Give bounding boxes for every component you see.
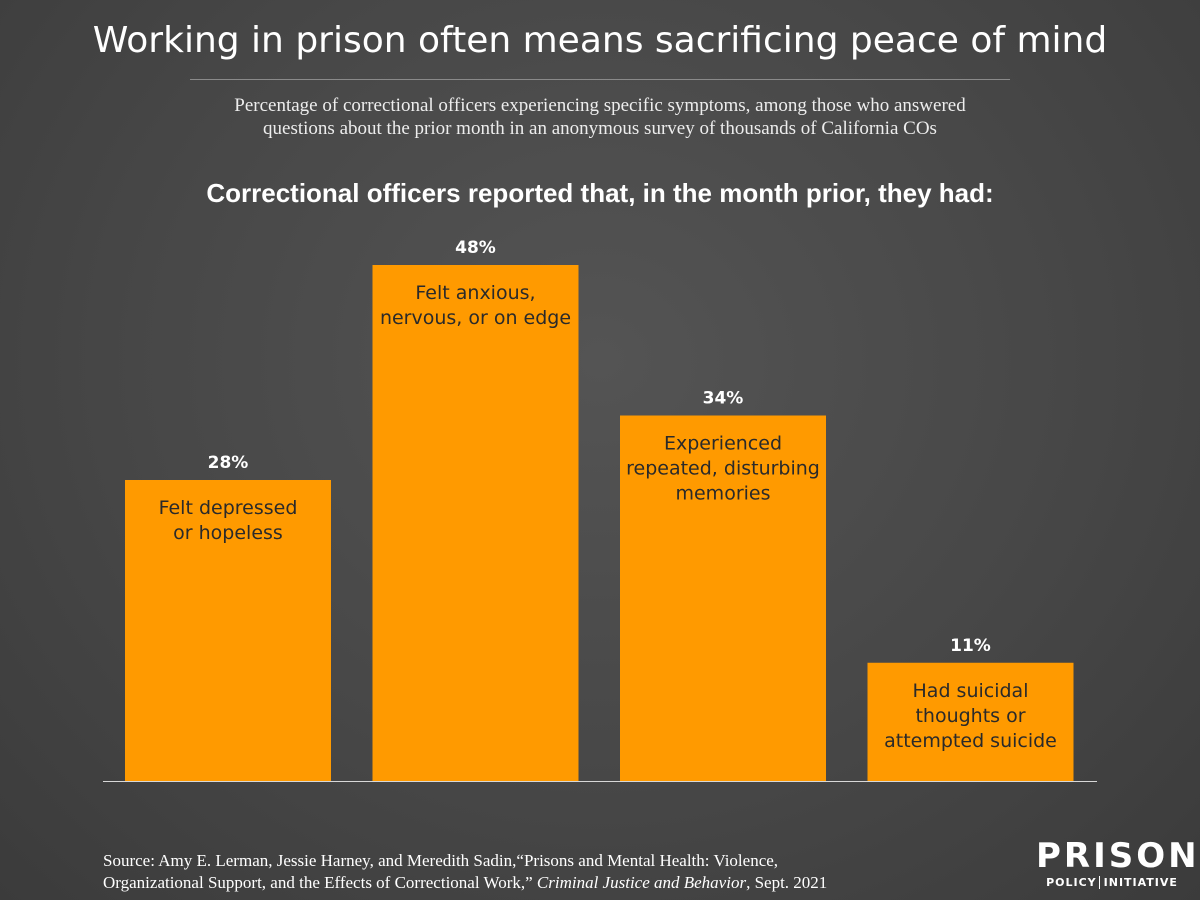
source-line-2: Organizational Support, and the Effects … [103,872,1003,894]
bar-3 [620,415,826,781]
source-date: , Sept. 2021 [746,873,828,892]
category-label-4: Had suicidal thoughts or attempted suicide [884,680,1057,752]
category-label-3: Experienced repeated, disturbing memories [626,433,820,505]
value-label-3: 34% [703,389,744,409]
page-title: Working in prison often means sacrificin… [92,20,1108,61]
category-label-1: Felt depressed or hopeless [159,497,298,544]
logo-wordmark-bottom: POLICY INITIATIVE [1036,876,1188,889]
category-label-2: Felt anxious, nervous, or on edge [380,282,571,329]
source-line-2-text: Organizational Support, and the Effects … [103,873,537,892]
subtitle: Percentage of correctional officers expe… [150,94,1050,140]
source-citation: Source: Amy E. Lerman, Jessie Harney, an… [103,850,1003,894]
prison-policy-initiative-logo: PRISON POLICY INITIATIVE [1036,836,1200,889]
title-divider [190,79,1010,80]
value-label-1: 28% [208,453,249,473]
bar-1 [125,480,331,781]
source-journal: Criminal Justice and Behavior [536,873,747,892]
logo-wordmark-top: PRISON [1036,836,1200,876]
bar-4 [867,662,1074,781]
bar-2 [372,265,579,781]
logo-word-policy: POLICY [1046,876,1097,889]
chart-title: Correctional officers reported that, in … [206,178,994,208]
subtitle-line-1: Percentage of correctional officers expe… [234,95,966,116]
logo-word-initiative: INITIATIVE [1098,876,1178,889]
value-label-2: 48% [455,238,496,258]
subtitle-line-2: questions about the prior month in an an… [263,118,937,139]
source-line-1: Source: Amy E. Lerman, Jessie Harney, an… [103,851,779,870]
value-label-4: 11% [950,636,991,656]
